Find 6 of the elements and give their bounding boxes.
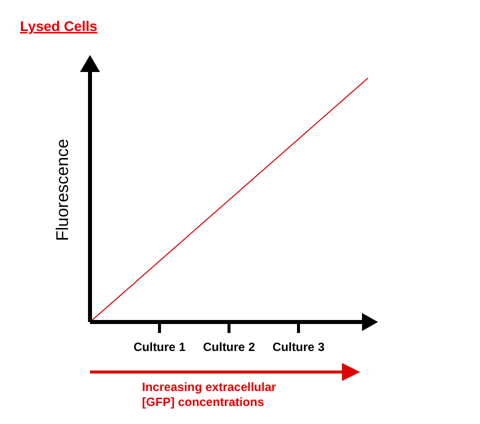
y-axis-title: Fluorescence [53, 138, 72, 242]
x-tick-label: Culture 3 [272, 340, 325, 354]
x-tick-label: Culture 2 [202, 340, 256, 354]
text: Increasing extracellular [GFP] concentrations [142, 380, 276, 409]
x-tick-label: Culture 1 [133, 340, 186, 354]
chart-title: Lysed Cells [20, 18, 98, 34]
